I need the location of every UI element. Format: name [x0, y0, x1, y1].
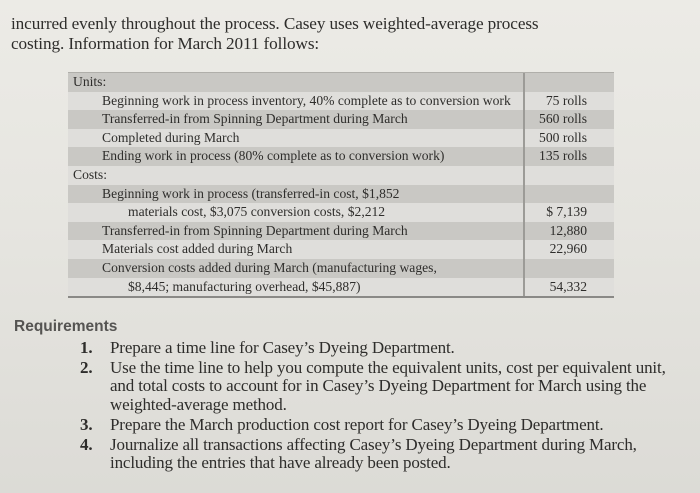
- requirement-text: Journalize all transactions affecting Ca…: [110, 434, 637, 473]
- requirement-number: 4.: [80, 434, 93, 454]
- row-label: Ending work in process (80% complete as …: [68, 147, 525, 166]
- row-value: 22,960: [549, 241, 587, 257]
- row-value: [525, 166, 614, 185]
- row-value: [525, 73, 614, 92]
- row-value: [525, 259, 614, 278]
- requirements-list: 1. Prepare a time line for Casey’s Dyeing…: [80, 338, 680, 474]
- requirement-number: 1.: [80, 338, 93, 357]
- row-label: $8,445; manufacturing overhead, $45,887): [68, 277, 525, 297]
- requirements-heading: Requirements: [14, 318, 118, 335]
- table-row: Transferred-in from Spinning Department …: [68, 110, 614, 129]
- row-value: 54,332: [549, 278, 587, 294]
- requirement-text: Prepare a time line for Casey’s Dyeing D…: [110, 338, 455, 357]
- table-row: Beginning work in process (transferred-i…: [68, 184, 614, 204]
- row-label: Beginning work in process (transferred-i…: [68, 184, 525, 204]
- row-label: materials cost, $3,075 conversion costs,…: [68, 203, 525, 222]
- row-value: 500 rolls: [539, 129, 587, 145]
- table-row: Units:: [68, 73, 614, 92]
- intro-paragraph: incurred evenly throughout the process. …: [11, 14, 571, 54]
- requirement-number: 2.: [80, 357, 93, 377]
- row-label: Transferred-in from Spinning Department …: [68, 221, 525, 241]
- row-value: 75 rolls: [545, 92, 587, 108]
- table-row: Beginning work in process inventory, 40%…: [68, 91, 614, 111]
- requirement-item: 4. Journalize all transactions affecting …: [80, 434, 680, 473]
- row-label: Completed during March: [68, 128, 525, 148]
- requirement-text: Prepare the March production cost report…: [110, 414, 604, 434]
- requirement-item: 3. Prepare the March production cost repo…: [80, 414, 680, 435]
- table-row: Ending work in process (80% complete as …: [68, 147, 614, 166]
- table-row: Transferred-in from Spinning Department …: [68, 221, 614, 241]
- table-row: $8,445; manufacturing overhead, $45,887)…: [68, 277, 614, 297]
- requirement-number: 3.: [80, 414, 93, 434]
- requirement-text: Use the time line to help you compute th…: [110, 357, 666, 414]
- intro-line: incurred evenly throughout the process. …: [11, 14, 539, 33]
- requirement-item: 2. Use the time line to help you compute …: [80, 357, 680, 415]
- row-label: Transferred-in from Spinning Department …: [68, 110, 525, 129]
- table-row: Materials cost added during March 22,960: [68, 240, 614, 259]
- row-value: 560 rolls: [539, 111, 587, 127]
- requirement-item: 1. Prepare a time line for Casey’s Dyeing…: [80, 338, 680, 358]
- row-label: Costs:: [68, 165, 525, 185]
- row-value: 12,880: [549, 222, 587, 238]
- data-table: Units: Beginning work in process inventor…: [68, 72, 614, 299]
- row-value: $ 7,139: [546, 204, 587, 220]
- row-label: Beginning work in process inventory, 40%…: [68, 91, 525, 111]
- row-value: 135 rolls: [539, 148, 587, 164]
- table-row: Completed during March 500 rolls: [68, 128, 614, 148]
- table-row: Conversion costs added during March (man…: [68, 258, 614, 278]
- row-label: Conversion costs added during March (man…: [68, 258, 525, 278]
- table-row: materials cost, $3,075 conversion costs,…: [68, 203, 614, 222]
- row-value: [525, 185, 614, 204]
- row-label: Units:: [68, 73, 525, 92]
- table-row: Costs:: [68, 165, 614, 185]
- row-label: Materials cost added during March: [68, 240, 525, 259]
- intro-line: costing. Information for March 2011 foll…: [11, 34, 320, 53]
